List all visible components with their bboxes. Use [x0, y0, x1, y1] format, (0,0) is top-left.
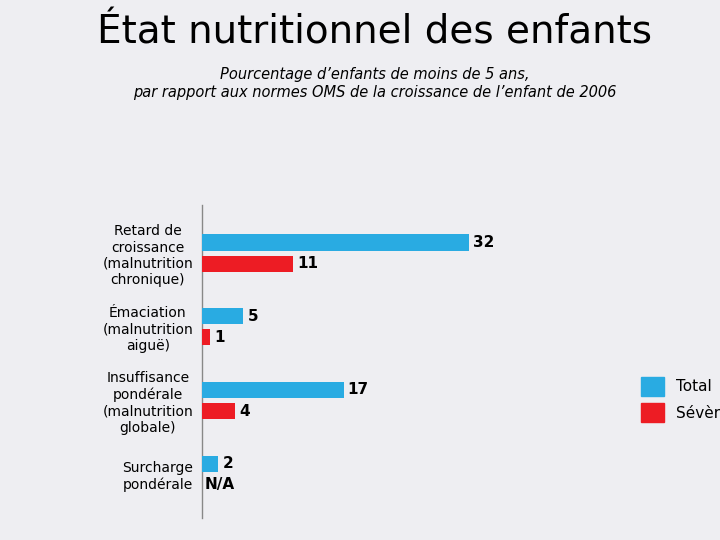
Legend: Total, Sévère: Total, Sévère	[635, 371, 720, 428]
Text: 11: 11	[297, 256, 319, 271]
Text: 2: 2	[222, 456, 233, 471]
Bar	[202, 255, 294, 272]
Bar	[202, 329, 210, 346]
Bar	[202, 308, 243, 325]
Bar	[202, 234, 469, 251]
Bar	[202, 382, 343, 398]
Text: 5: 5	[248, 309, 258, 324]
Text: 32: 32	[473, 235, 495, 250]
Text: 1: 1	[214, 330, 225, 345]
Bar	[202, 456, 218, 472]
Bar	[202, 403, 235, 419]
Text: N/A: N/A	[205, 477, 235, 492]
Text: Pourcentage d’enfants de moins de 5 ans,
par rapport aux normes OMS de la croiss: Pourcentage d’enfants de moins de 5 ans,…	[132, 68, 616, 100]
Text: 17: 17	[348, 382, 369, 397]
Text: État nutritionnel des enfants: État nutritionnel des enfants	[97, 14, 652, 51]
Text: 4: 4	[239, 403, 250, 418]
